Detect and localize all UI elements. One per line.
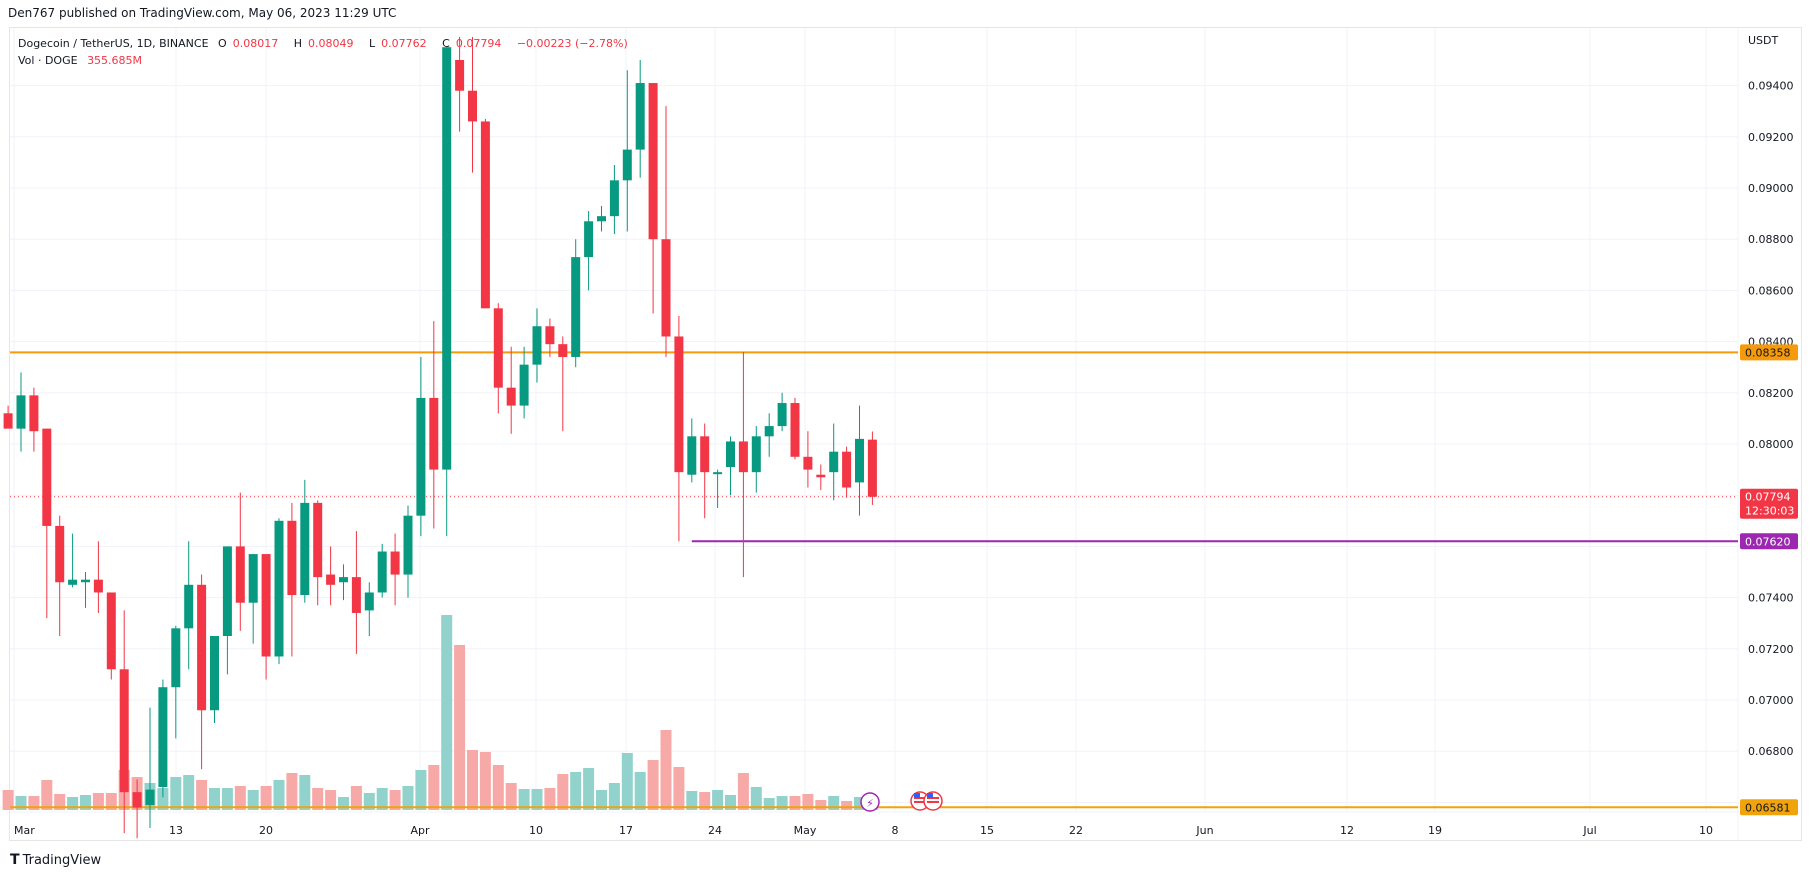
svg-text:0.07000: 0.07000 (1748, 694, 1794, 707)
svg-text:10: 10 (1699, 824, 1713, 837)
svg-text:15: 15 (980, 824, 994, 837)
svg-text:17: 17 (619, 824, 633, 837)
chart-legend: Dogecoin / TetherUS, 1D, BINANCE O 0.0801… (18, 35, 634, 69)
svg-text:0.07200: 0.07200 (1748, 643, 1794, 656)
svg-text:0.08000: 0.08000 (1748, 438, 1794, 451)
symbol-title[interactable]: Dogecoin / TetherUS, 1D, BINANCE (18, 37, 209, 50)
svg-text:0.09200: 0.09200 (1748, 131, 1794, 144)
svg-text:Apr: Apr (410, 824, 430, 837)
svg-text:USDT: USDT (1748, 34, 1779, 47)
svg-text:⚡: ⚡ (866, 797, 874, 810)
svg-text:0.07620: 0.07620 (1745, 535, 1791, 548)
tradingview-brand: TradingView (22, 852, 102, 868)
volume-value: 355.685M (87, 54, 143, 67)
svg-text:12: 12 (1340, 824, 1354, 837)
svg-text:19: 19 (1428, 824, 1442, 837)
svg-text:0.07400: 0.07400 (1748, 592, 1794, 605)
svg-text:10: 10 (529, 824, 543, 837)
svg-text:8: 8 (892, 824, 899, 837)
open-value: O 0.08017 (218, 37, 279, 50)
svg-text:0.06581: 0.06581 (1745, 801, 1791, 814)
svg-text:0.08200: 0.08200 (1748, 387, 1794, 400)
svg-text:13: 13 (169, 824, 183, 837)
volume-row: Vol · DOGE 355.685M (18, 52, 634, 69)
close-value: C 0.07794 (442, 37, 502, 50)
svg-text:Jun: Jun (1195, 824, 1213, 837)
published-header: Den767 published on TradingView.com, May… (8, 6, 397, 20)
svg-text:Mar: Mar (14, 824, 35, 837)
svg-text:0.07794: 0.07794 (1745, 491, 1791, 504)
svg-text:12:30:03: 12:30:03 (1745, 505, 1794, 518)
svg-text:0.06800: 0.06800 (1748, 745, 1794, 758)
low-value: L 0.07762 (369, 37, 427, 50)
volume-label[interactable]: Vol · DOGE (18, 54, 78, 67)
ohlc-row: Dogecoin / TetherUS, 1D, BINANCE O 0.0801… (18, 35, 634, 52)
svg-text:0.08600: 0.08600 (1748, 284, 1794, 297)
svg-text:0.09400: 0.09400 (1748, 80, 1794, 93)
svg-text:Jul: Jul (1582, 824, 1596, 837)
high-value: H 0.08049 (293, 37, 354, 50)
chart-frame (9, 27, 1802, 841)
svg-text:0.09000: 0.09000 (1748, 182, 1794, 195)
svg-text:0.08800: 0.08800 (1748, 233, 1794, 246)
change-value: −0.00223 (−2.78%) (516, 37, 628, 50)
svg-text:22: 22 (1069, 824, 1083, 837)
svg-text:0.08358: 0.08358 (1745, 346, 1791, 359)
tradingview-logo[interactable]: 𝗧 TradingView (10, 852, 101, 868)
svg-text:May: May (794, 824, 817, 837)
tradingview-logo-icon: 𝗧 (10, 852, 19, 868)
svg-text:20: 20 (259, 824, 273, 837)
svg-text:24: 24 (708, 824, 722, 837)
